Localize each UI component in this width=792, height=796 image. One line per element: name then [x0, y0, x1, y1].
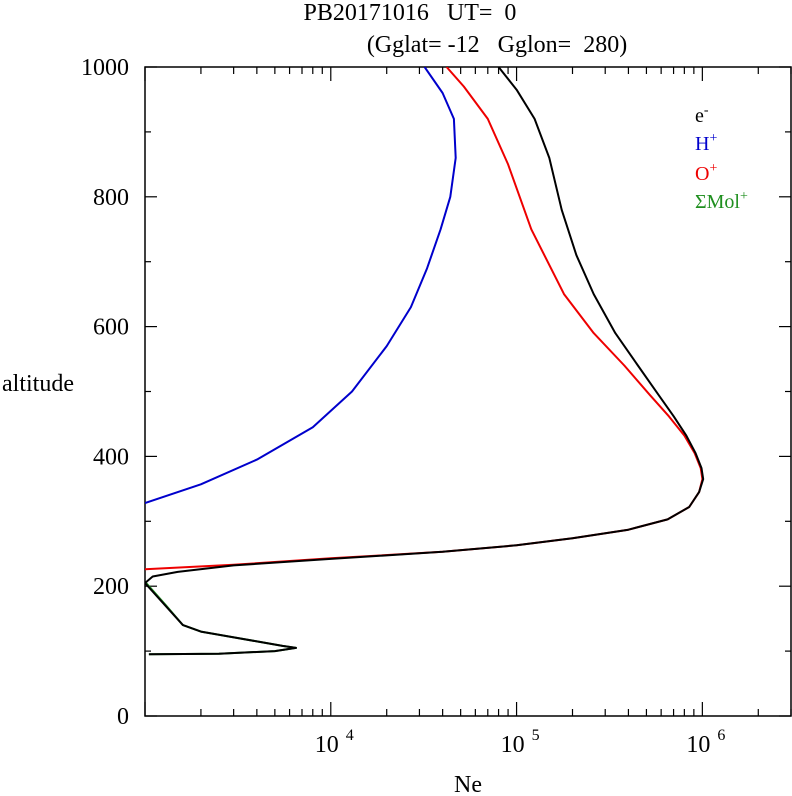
legend-entry: O+ [695, 161, 717, 185]
x-tick-labels: 10 4 10 5 10 6 [315, 727, 726, 758]
x-tick-label: 10 [501, 732, 525, 758]
x-tick-label: 10 [686, 732, 710, 758]
legend-entry: H+ [695, 131, 717, 155]
chart-subtitle: (Gglat= -12 Gglon= 280) [367, 32, 627, 58]
series-line [145, 67, 704, 571]
legend-entry: ΣMol+ [695, 189, 748, 213]
y-tick-label: 600 [93, 315, 129, 341]
y-tick-label: 400 [93, 444, 129, 470]
y-tick-labels: 0 200 400 600 800 1000 [81, 55, 129, 730]
y-tick-label: 0 [117, 704, 129, 730]
series-lines [145, 67, 705, 656]
y-tick-label: 800 [93, 185, 129, 211]
y-tick-label: 200 [93, 574, 129, 600]
legend-entry: e- [695, 103, 709, 127]
x-tick-label-exponent: 4 [346, 727, 354, 744]
x-tick-label: 10 [315, 732, 339, 758]
series-line [145, 67, 457, 505]
chart-title: PB20171016 UT= 0 [304, 0, 517, 26]
axis-ticks [144, 66, 792, 717]
y-tick-label: 1000 [81, 55, 129, 81]
x-tick-label-exponent: 6 [717, 727, 725, 744]
x-tick-label-exponent: 5 [532, 727, 540, 744]
y-axis-label: altitude [2, 371, 74, 397]
x-axis-label: Ne [454, 772, 482, 796]
legend: e- H+ O+ ΣMol+ [695, 103, 748, 213]
series-line [145, 67, 705, 656]
